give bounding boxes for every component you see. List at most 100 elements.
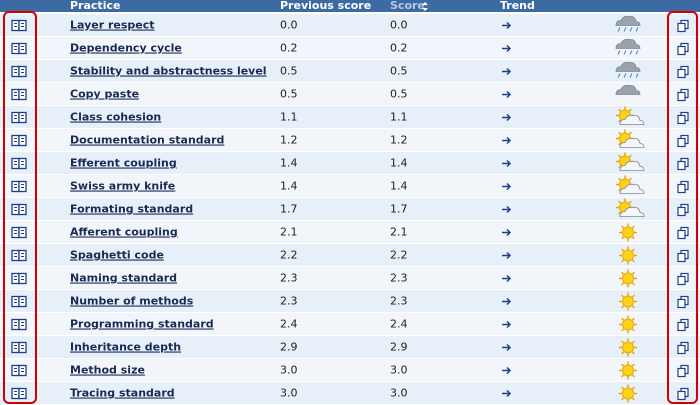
book-icon[interactable] [11, 65, 27, 78]
copy-front [677, 344, 686, 355]
copy-icon[interactable] [677, 226, 689, 240]
book-icon[interactable] [11, 88, 27, 101]
copy-icon[interactable] [677, 295, 689, 309]
sun-ray [621, 397, 625, 401]
book-icon[interactable] [11, 134, 27, 147]
practice-name[interactable]: Method size [70, 364, 145, 377]
sun-ray [618, 188, 622, 192]
trend-arrow [502, 182, 512, 191]
row: Number of methods 2.3 2.3 [0, 290, 700, 312]
sun-ray [621, 351, 625, 355]
practice-name[interactable]: Afferent coupling [70, 226, 178, 239]
copy-icon[interactable] [677, 111, 689, 125]
rows: Layer respect 0.0 0.0 Dependency cycle 0.2 0.… [0, 14, 700, 404]
header-practice[interactable]: Practice [70, 0, 120, 12]
book-icon[interactable] [11, 318, 27, 331]
sun-ray [631, 282, 635, 286]
book-page [11, 111, 20, 124]
sun-ray [621, 259, 625, 263]
previous-score: 2.2 [280, 249, 298, 262]
book-icon[interactable] [11, 341, 27, 354]
book-icon[interactable] [11, 364, 27, 377]
sort-icon[interactable] [422, 2, 428, 11]
book-icon[interactable] [11, 19, 27, 32]
book-page [18, 65, 27, 78]
weather-icon [619, 384, 637, 403]
trend-arrow [502, 136, 512, 145]
practice-name[interactable]: Formating standard [70, 203, 193, 216]
book-icon[interactable] [11, 111, 27, 124]
sun-ray [631, 271, 635, 275]
practice-name[interactable]: Stability and abstractness level [70, 65, 267, 78]
practice-name[interactable]: Documentation standard [70, 134, 224, 147]
practice-name[interactable]: Dependency cycle [70, 42, 182, 55]
copy-icon[interactable] [677, 318, 689, 332]
book-icon[interactable] [11, 249, 27, 262]
copy-icon[interactable] [677, 19, 689, 33]
sun-ray [628, 108, 632, 112]
book-page [18, 19, 27, 32]
header-trend[interactable]: Trend [500, 0, 535, 12]
practice-name[interactable]: Inheritance depth [70, 341, 181, 354]
book-page [11, 295, 20, 308]
score: 2.3 [390, 295, 408, 308]
book-page [11, 226, 20, 239]
practice-name[interactable]: Naming standard [70, 272, 177, 285]
score: 0.5 [390, 88, 408, 101]
book-icon[interactable] [11, 157, 27, 170]
copy-icon[interactable] [677, 42, 689, 56]
practice-name[interactable]: Copy paste [70, 88, 139, 101]
row-background [0, 244, 700, 266]
practice-name[interactable]: Efferent coupling [70, 157, 177, 170]
header-previous-score[interactable]: Previous score [280, 0, 371, 12]
book-icon[interactable] [11, 387, 27, 400]
book-icon[interactable] [11, 295, 27, 308]
row: Efferent coupling 1.4 1.4 [0, 152, 700, 174]
book-icon[interactable] [11, 180, 27, 193]
trend-arrow [502, 274, 512, 283]
copy-icon[interactable] [677, 88, 689, 102]
copy-icon[interactable] [677, 387, 689, 401]
copy-icon[interactable] [677, 341, 689, 355]
copy-icon[interactable] [677, 272, 689, 286]
score: 1.4 [390, 157, 408, 170]
book-icon[interactable] [11, 226, 27, 239]
weather-icon [619, 269, 637, 288]
score: 1.7 [390, 203, 408, 216]
practice-name[interactable]: Spaghetti code [70, 249, 164, 262]
sun-ray [631, 386, 635, 390]
cloud [615, 15, 641, 26]
sun [622, 364, 634, 377]
copy-icon[interactable] [677, 157, 689, 171]
practice-name[interactable]: Swiss army knife [70, 180, 175, 193]
practice-name[interactable]: Class cohesion [70, 111, 161, 124]
copy-icon[interactable] [677, 65, 689, 79]
book-icon[interactable] [11, 42, 27, 55]
copy-icon[interactable] [677, 134, 689, 148]
trend-arrow [502, 113, 512, 122]
previous-score: 1.2 [280, 134, 298, 147]
practice-name[interactable]: Number of methods [70, 295, 194, 308]
copy-icon[interactable] [677, 180, 689, 194]
sun-ray [631, 374, 635, 378]
copy-icon[interactable] [677, 364, 689, 378]
book-lines [14, 391, 24, 395]
book-icon[interactable] [11, 203, 27, 216]
rain [617, 50, 639, 55]
practice-name[interactable]: Programming standard [70, 318, 214, 331]
practice-name[interactable]: Tracing standard [70, 387, 175, 400]
copy-front [677, 183, 686, 194]
score: 3.0 [390, 387, 408, 400]
practice-name[interactable]: Layer respect [70, 19, 155, 32]
copy-icon[interactable] [677, 203, 689, 217]
row: Layer respect 0.0 0.0 [0, 14, 700, 36]
book-icon[interactable] [11, 272, 27, 285]
copy-front [677, 367, 686, 378]
copy-icon[interactable] [677, 249, 689, 263]
book-lines [14, 276, 24, 280]
copy-front [677, 206, 686, 217]
header-score[interactable]: Score [390, 0, 425, 12]
row: Formating standard 1.7 1.7 [0, 198, 700, 220]
row: Inheritance depth 2.9 2.9 [0, 336, 700, 358]
sun-ray [618, 108, 622, 112]
